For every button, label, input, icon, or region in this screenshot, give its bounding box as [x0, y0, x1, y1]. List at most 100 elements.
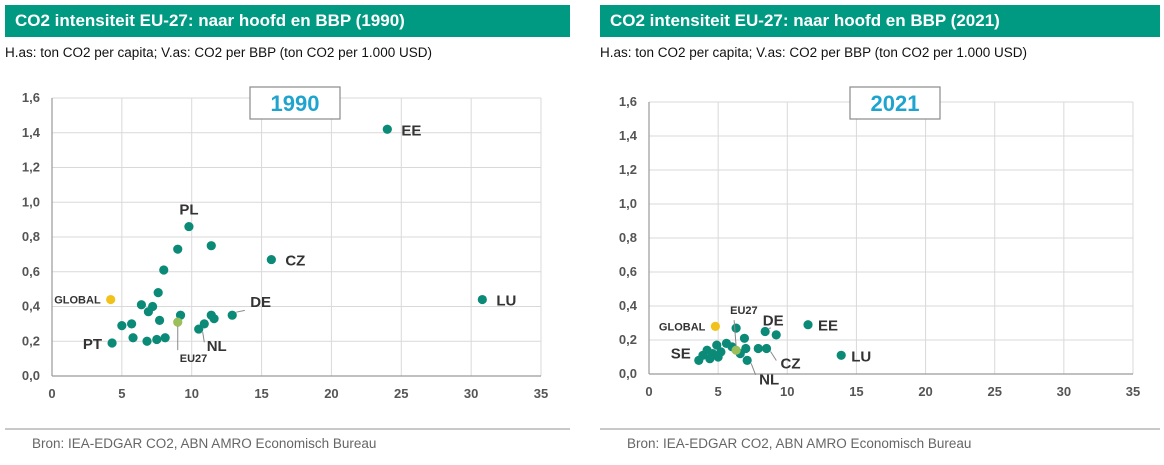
y-tick-label: 0,0 [619, 366, 637, 381]
x-tick-label: 25 [987, 384, 1001, 399]
x-tick-label: 30 [464, 386, 478, 401]
y-tick-label: 0,2 [22, 333, 40, 348]
source-note: Bron: IEA-EDGAR CO2, ABN AMRO Economisch… [32, 436, 377, 451]
x-tick-label: 0 [645, 384, 652, 399]
x-tick-label: 35 [534, 386, 548, 401]
source-divider [5, 428, 570, 430]
global-point [106, 294, 116, 305]
y-tick-label: 1,0 [619, 196, 637, 211]
data-point [175, 310, 186, 320]
data-point [117, 321, 127, 331]
data-point [227, 310, 237, 320]
x-tick-label: 25 [394, 386, 408, 401]
point-label-lu: LU [851, 348, 871, 365]
eu27-point [173, 317, 183, 327]
data-point [712, 340, 722, 350]
leader-line [770, 351, 777, 361]
y-tick-label: 1,4 [22, 125, 41, 140]
chart-title: CO2 intensiteit EU-27: naar hoofd en BBP… [5, 5, 570, 37]
point-label-pl: PL [179, 202, 198, 219]
data-point [160, 333, 170, 343]
point-label-ee: EE [818, 318, 838, 335]
global-label: GLOBAL [54, 295, 101, 307]
data-point [760, 326, 770, 337]
data-point [209, 314, 219, 324]
y-tick-label: 0,6 [619, 264, 637, 279]
x-tick-label: 15 [254, 386, 268, 401]
x-tick-label: 15 [849, 384, 863, 399]
y-tick-label: 0,4 [22, 299, 41, 314]
chart-panel-2021: CO2 intensiteit EU-27: naar hoofd en BBP… [595, 0, 1164, 465]
data-point [836, 350, 846, 360]
point-label-ee: EE [401, 122, 421, 139]
data-point [731, 323, 741, 333]
y-tick-label: 0,4 [619, 298, 638, 313]
data-point [142, 336, 152, 346]
x-tick-label: 10 [780, 384, 794, 399]
data-point [477, 294, 487, 305]
x-tick-label: 0 [48, 386, 55, 401]
y-tick-label: 1,2 [619, 162, 637, 177]
x-tick-label: 35 [1126, 384, 1140, 399]
x-tick-label: 10 [184, 386, 198, 401]
eu27-point [731, 345, 741, 355]
y-tick-label: 1,4 [619, 128, 638, 143]
x-tick-label: 5 [118, 386, 125, 401]
y-tick-label: 1,0 [22, 194, 40, 209]
scatter-chart-1990: 0 5 10 15 20 25 30 35 0,0 0,2 0,4 0,6 0,8 1,0 1,2 1,4 1,… [22, 86, 548, 401]
data-point [803, 320, 813, 330]
point-label-nl: NL [759, 371, 779, 388]
leader-line [236, 309, 245, 313]
point-label-cz: CZ [285, 253, 305, 270]
point-label-pt: PT [83, 336, 102, 353]
point-label-cz: CZ [781, 356, 801, 373]
global-point [710, 321, 720, 331]
y-tick-label: 1,6 [619, 94, 637, 109]
chart-title: CO2 intensiteit EU-27: naar hoofd en BBP… [600, 5, 1160, 37]
data-point [705, 354, 715, 364]
data-point [143, 307, 154, 317]
point-label-de: DE [250, 294, 271, 311]
leader-line [768, 327, 771, 329]
leader-line [202, 332, 205, 343]
point-label-de: DE [763, 313, 784, 330]
data-point [107, 338, 117, 348]
x-tick-label: 20 [918, 384, 932, 399]
data-point [761, 343, 772, 354]
x-tick-label: 5 [715, 384, 722, 399]
data-point [128, 333, 138, 343]
year-label: 2021 [871, 91, 920, 116]
data-point [713, 352, 723, 362]
chart-panel-1990: CO2 intensiteit EU-27: naar hoofd en BBP… [0, 0, 574, 465]
y-tick-label: 0,0 [22, 368, 40, 383]
x-tick-label: 20 [324, 386, 338, 401]
data-point [206, 241, 216, 251]
data-point [173, 244, 183, 254]
data-point [698, 350, 708, 360]
chart-subtitle: H.as: ton CO2 per capita; V.as: CO2 per … [5, 45, 432, 60]
data-point [153, 288, 163, 298]
source-divider [600, 428, 1160, 430]
data-point [184, 221, 194, 232]
year-box [249, 86, 341, 120]
data-point [753, 343, 763, 354]
point-label-se: SE [671, 345, 691, 362]
data-point [382, 124, 392, 134]
data-point [771, 330, 781, 340]
data-point [152, 334, 162, 345]
point-label-lu: LU [496, 293, 516, 310]
y-tick-label: 0,8 [22, 229, 40, 244]
y-tick-label: 0,8 [619, 230, 637, 245]
point-label-nl: NL [207, 338, 227, 355]
eu27-label: EU27 [180, 353, 208, 365]
year-label: 1990 [271, 91, 320, 116]
data-point [159, 265, 169, 275]
year-box [849, 86, 941, 120]
y-tick-label: 1,6 [22, 90, 40, 105]
y-tick-label: 0,6 [22, 264, 40, 279]
data-point [742, 355, 752, 365]
y-tick-label: 1,2 [22, 160, 40, 175]
eu27-label: EU27 [730, 305, 758, 317]
chart-subtitle: H.as: ton CO2 per capita; V.as: CO2 per … [600, 45, 1027, 60]
leader-line [750, 363, 757, 375]
